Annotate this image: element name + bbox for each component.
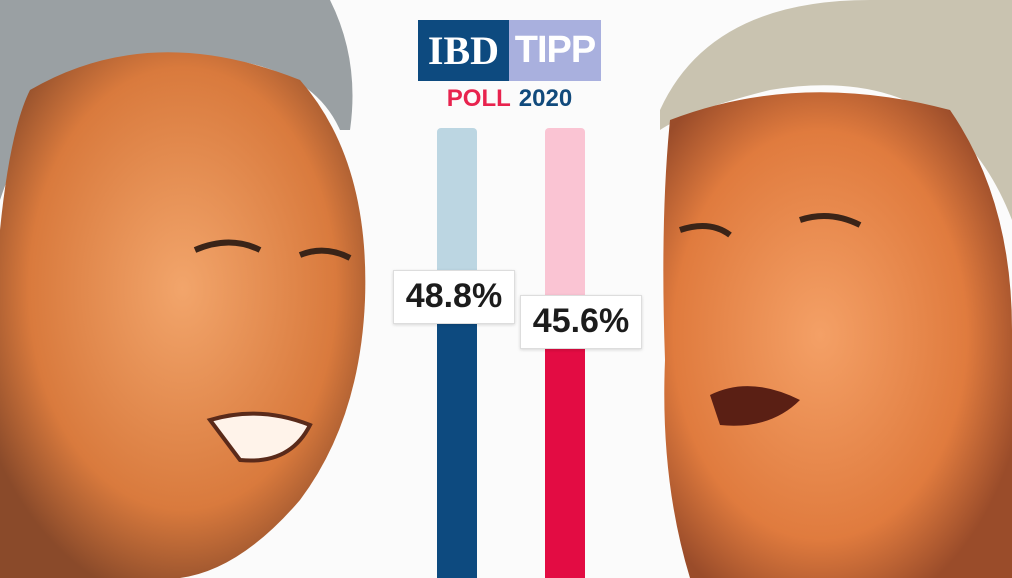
logo-poll: POLL bbox=[446, 85, 511, 112]
bar-track-biden bbox=[437, 128, 477, 578]
logo-tipp: TIPP bbox=[509, 20, 601, 81]
data-label-trump: 45.6% bbox=[520, 294, 642, 349]
bar-track-trump bbox=[545, 128, 585, 578]
trump-portrait bbox=[660, 0, 1012, 578]
bar-biden bbox=[437, 319, 477, 578]
biden-portrait bbox=[0, 0, 366, 578]
logo-year: 2020 bbox=[518, 85, 573, 112]
logo-ibd: IBD bbox=[418, 20, 509, 81]
bar-trump bbox=[545, 336, 585, 578]
data-label-biden: 48.8% bbox=[393, 269, 515, 324]
ibd-tipp-poll-logo: IBD TIPP POLL 2020 bbox=[418, 20, 601, 113]
